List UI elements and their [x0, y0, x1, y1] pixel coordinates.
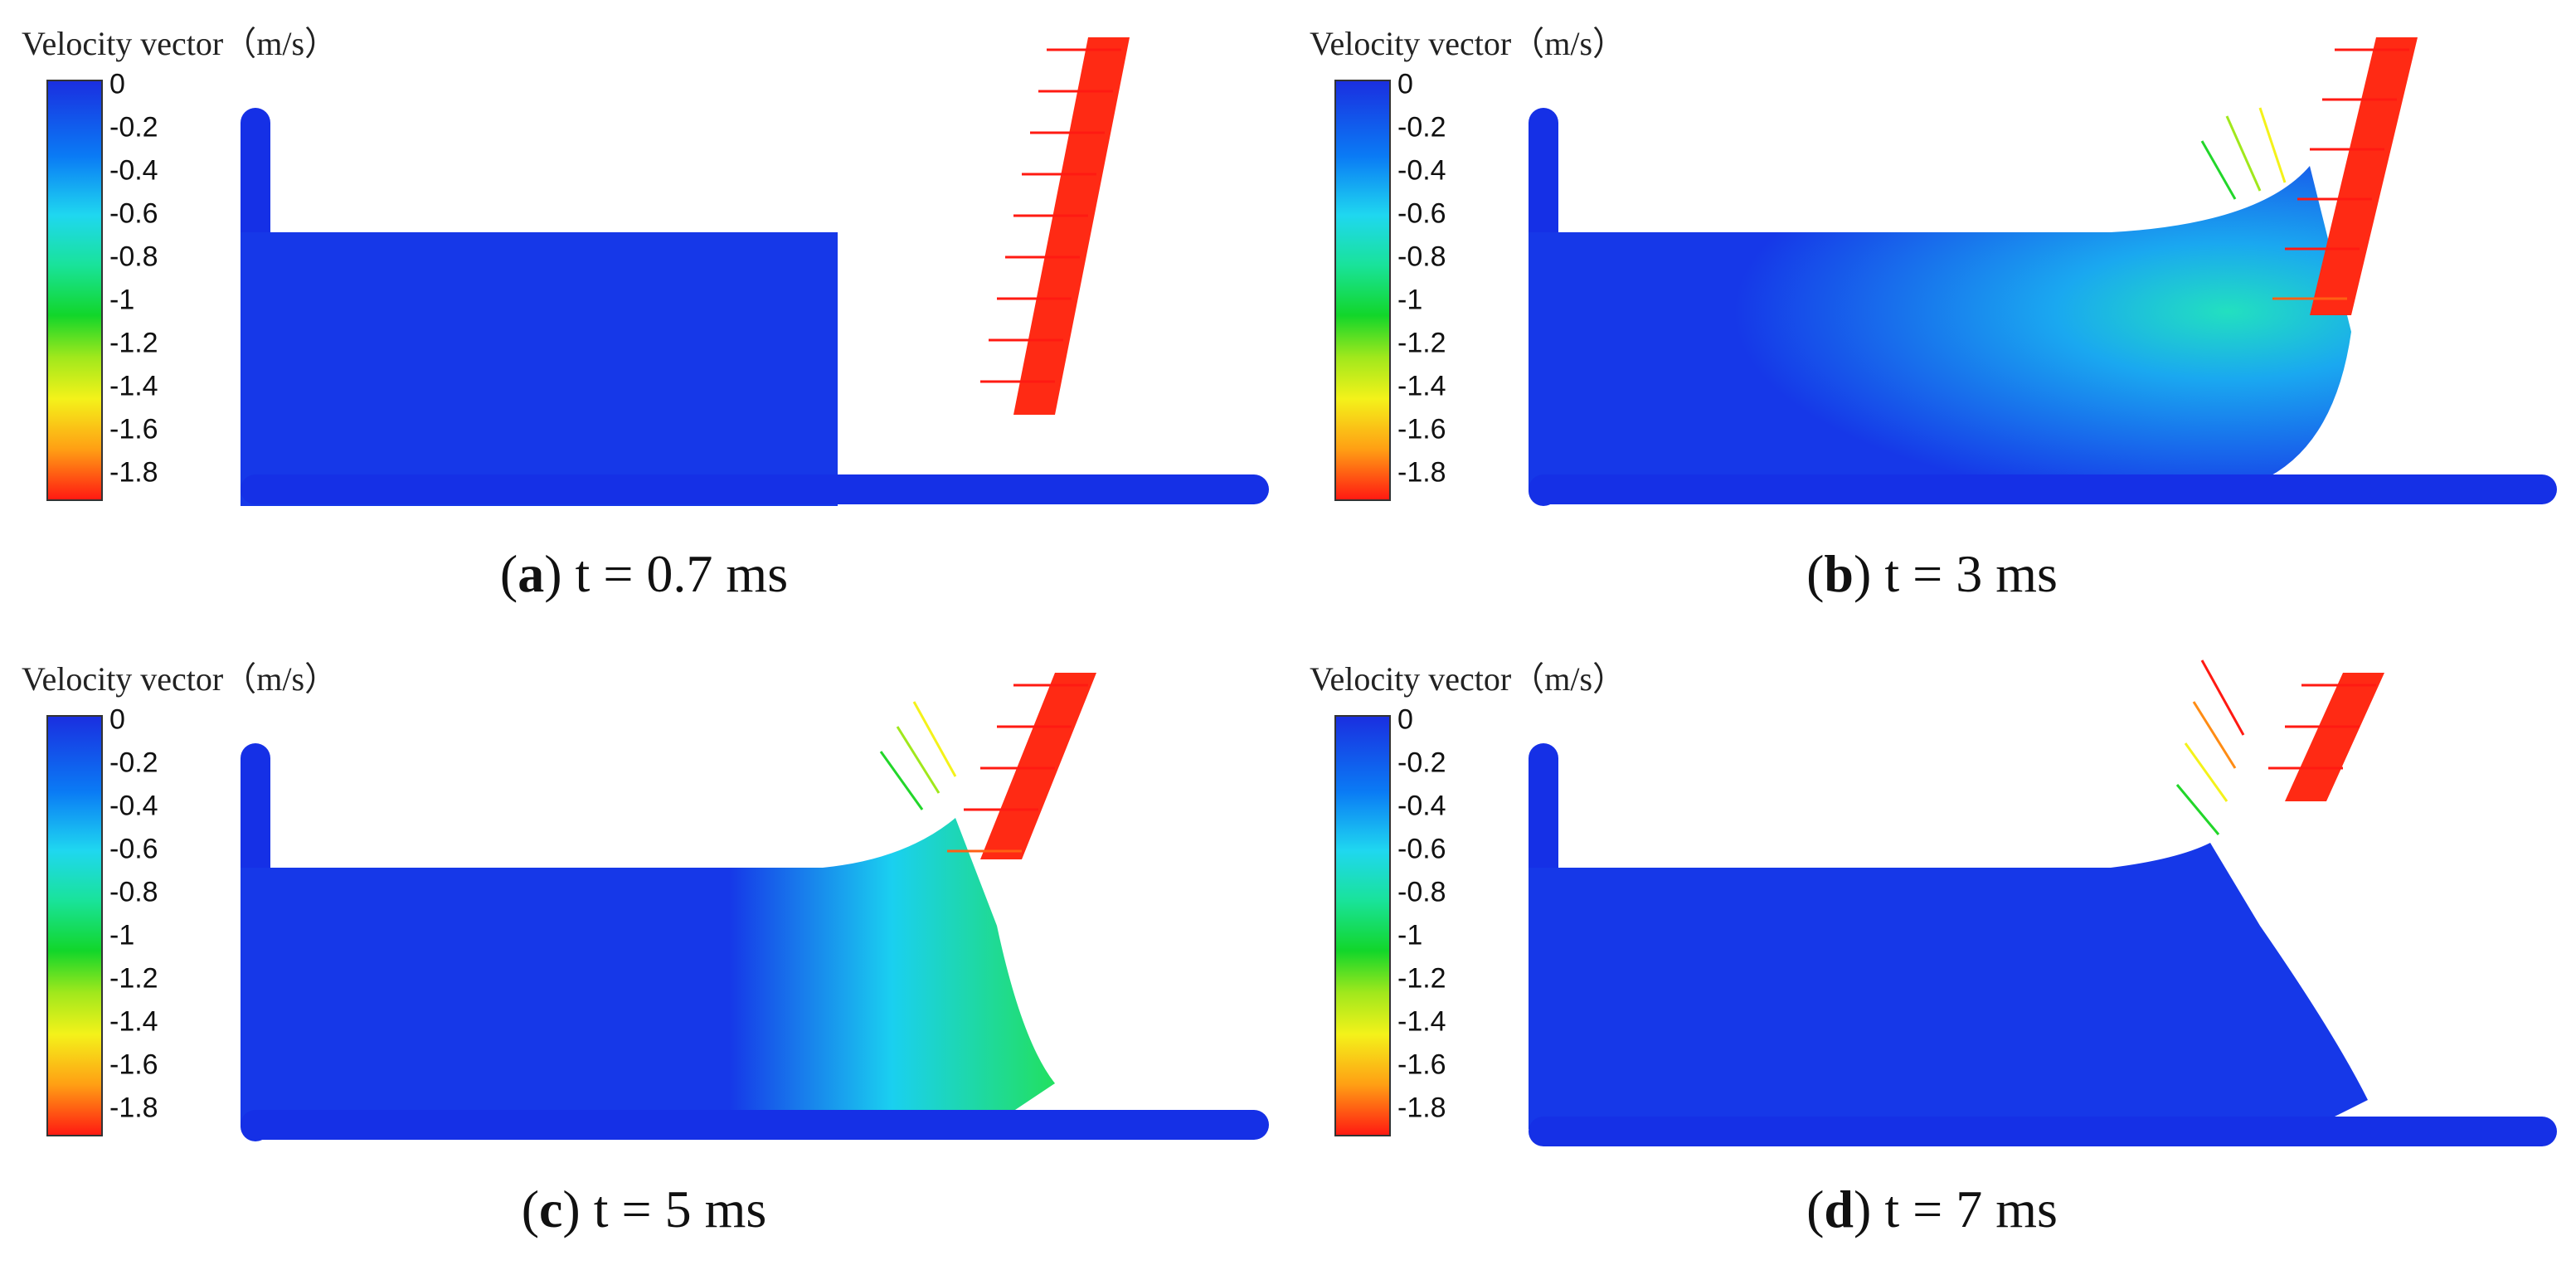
panel-caption: (c) t = 5 ms — [521, 1180, 767, 1238]
colorbar-tick-label: 0 — [1397, 703, 1413, 736]
colorbar-gradient — [1334, 715, 1391, 1136]
colorbar-tick-label: -1.6 — [1397, 1049, 1446, 1081]
colorbar-title: Velocity vector（m/s） — [22, 25, 338, 62]
colorbar-title: Velocity vector（m/s） — [1310, 25, 1626, 62]
panel-a: Velocity vector（m/s） 0 -0.2 -0.4 -0.6 -0.8 -1… — [0, 0, 1288, 635]
simulation-plot — [1529, 37, 2557, 506]
colorbar-tick-label: -1.6 — [109, 413, 158, 445]
velocity-arrows — [980, 48, 1121, 383]
colorbar-tick-label: -0.4 — [1397, 154, 1446, 187]
gate-plate — [980, 673, 1096, 859]
colorbar-gradient — [46, 80, 103, 501]
colorbar-tick-label: -1.2 — [1397, 962, 1446, 995]
simulation-plot — [241, 673, 1269, 1141]
water-body — [241, 232, 838, 506]
panel-c: Velocity vector（m/s） 0 -0.2 -0.4 -0.6 -0.8 -1… — [0, 635, 1288, 1270]
colorbar-tick-label: -1.8 — [109, 1092, 158, 1124]
colorbar-tick-label: -0.6 — [1397, 833, 1446, 865]
bottom-floor — [1529, 474, 2557, 504]
colorbar-tick-label: 0 — [109, 703, 125, 736]
colorbar-tick-label: -1.2 — [109, 962, 158, 995]
gate-plate — [1013, 37, 1130, 415]
colorbar-tick-label: -0.6 — [109, 197, 158, 230]
colorbar-title: Velocity vector（m/s） — [22, 660, 338, 698]
colorbar-gradient — [1334, 80, 1391, 501]
colorbar-tick-label: -0.8 — [1397, 876, 1446, 908]
simulation-plot — [241, 37, 1269, 506]
panel-d: Velocity vector（m/s） 0 -0.2 -0.4 -0.6 -0.8 -1… — [1288, 635, 2576, 1270]
colorbar-tick-label: -1.6 — [1397, 413, 1446, 445]
panel-caption: (d) t = 7 ms — [1806, 1180, 2058, 1238]
colorbar-tick-label: -0.8 — [109, 876, 158, 908]
colorbar-tick-label: -1.4 — [1397, 1005, 1446, 1038]
panel-caption: (a) t = 0.7 ms — [499, 544, 789, 603]
panel-b: Velocity vector（m/s） 0 -0.2 -0.4 -0.6 -0.8 -1… — [1288, 0, 2576, 635]
velocity-arrows — [879, 684, 1088, 853]
colorbar-tick-label: -0.8 — [1397, 241, 1446, 273]
colorbar-tick-label: -0.4 — [109, 790, 158, 822]
colorbar-tick-label: -0.8 — [109, 241, 158, 273]
colorbar-tick-label: -1.8 — [109, 456, 158, 489]
water-body — [241, 818, 1055, 1125]
colorbar-tick-label: -0.4 — [1397, 790, 1446, 822]
colorbar-tick-label: -0.6 — [109, 833, 158, 865]
colorbar-tick-label: -1 — [109, 284, 135, 316]
colorbar-tick-label: -1.2 — [109, 327, 158, 359]
gate-plate — [2285, 673, 2384, 801]
colorbar-tick-label: -1.6 — [109, 1049, 158, 1081]
colorbar-tick-label: -1 — [1397, 919, 1423, 951]
bottom-floor — [241, 1110, 1269, 1140]
colorbar-tick-label: -0.6 — [1397, 197, 1446, 230]
colorbar-gradient — [46, 715, 103, 1136]
panel-caption: (b) t = 3 ms — [1806, 544, 2058, 603]
colorbar-tick-label: -0.2 — [1397, 111, 1446, 144]
colorbar-tick-label: -1 — [109, 919, 135, 951]
colorbar-tick-label: -0.2 — [1397, 747, 1446, 779]
colorbar-tick-label: -1.2 — [1397, 327, 1446, 359]
velocity-arrows — [2175, 659, 2376, 835]
simulation-plot — [1529, 659, 2557, 1146]
colorbar-tick-label: -1.4 — [109, 370, 158, 402]
colorbar-tick-label: 0 — [1397, 68, 1413, 100]
colorbar-tick-label: -1.8 — [1397, 1092, 1446, 1124]
colorbar-tick-label: -0.2 — [109, 111, 158, 144]
colorbar-tick-label: 0 — [109, 68, 125, 100]
colorbar-tick-label: -0.2 — [109, 747, 158, 779]
colorbar-tick-label: -1.4 — [109, 1005, 158, 1038]
gate-plate — [2310, 37, 2418, 315]
velocity-arrows — [2200, 48, 2409, 300]
colorbar-tick-label: -1.4 — [1397, 370, 1446, 402]
colorbar-tick-label: -1 — [1397, 284, 1423, 316]
water-body — [1529, 843, 2368, 1129]
bottom-floor — [241, 474, 1269, 504]
colorbar-title: Velocity vector（m/s） — [1310, 660, 1626, 698]
colorbar-tick-label: -1.8 — [1397, 456, 1446, 489]
bottom-floor — [1529, 1117, 2557, 1146]
water-body — [1529, 166, 2351, 489]
colorbar-tick-label: -0.4 — [109, 154, 158, 187]
